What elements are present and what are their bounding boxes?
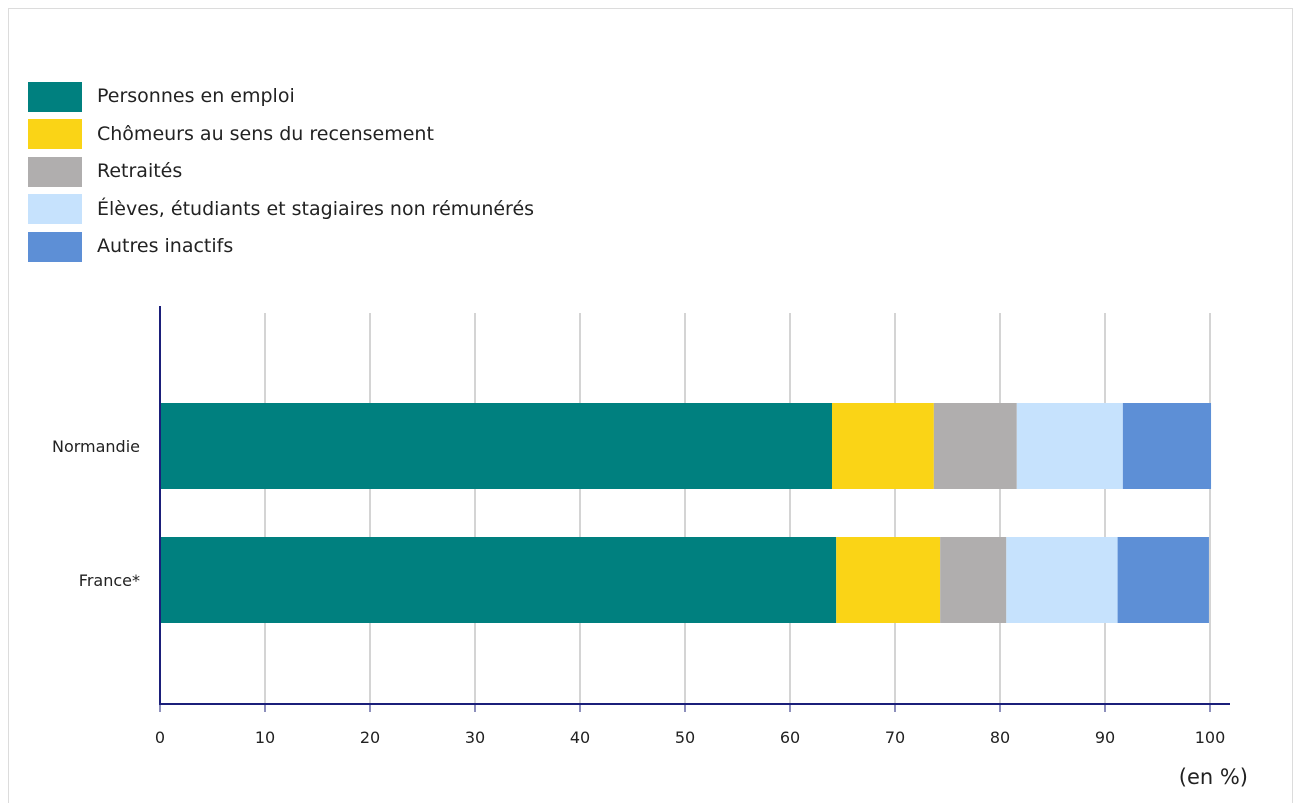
x-tick-label: 60 — [780, 728, 800, 747]
category-label: France* — [79, 571, 140, 590]
labels: 0 10 20 30 40 50 60 70 80 90 100 Normandie France* — [52, 437, 1225, 747]
legend-item-autres-inactifs: Autres inactifs — [28, 228, 534, 266]
axes — [159, 306, 1230, 705]
category-label: Normandie — [52, 437, 140, 456]
legend-label: Retraités — [97, 160, 183, 183]
bar-normandie-retraites — [933, 403, 1017, 489]
legend: Personnes en emploi Chômeurs au sens du r… — [28, 78, 534, 266]
legend-label: Personnes en emploi — [97, 85, 295, 108]
x-tick-label: 80 — [990, 728, 1010, 747]
legend-swatch — [28, 231, 82, 262]
legend-item-personnes-en-emploi: Personnes en emploi — [28, 78, 534, 116]
x-tick-label: 0 — [155, 728, 165, 747]
chart-frame — [8, 8, 1293, 803]
x-tick-label: 20 — [360, 728, 380, 747]
bar-france-eleves-etudiants-et-stagiaires-non-remuneres — [1006, 537, 1118, 623]
bar-france-personnes-en-emploi — [160, 537, 837, 623]
legend-swatch — [28, 156, 82, 187]
legend-label: Élèves, étudiants et stagiaires non rému… — [97, 197, 535, 220]
bar-france-retraites — [940, 537, 1007, 623]
legend-item-retraites: Retraités — [28, 153, 534, 191]
x-tick-label: 30 — [465, 728, 485, 747]
gridlines — [159, 313, 1211, 712]
x-tick-label: 10 — [255, 728, 275, 747]
bar-france-autres-inactifs — [1117, 537, 1209, 623]
bar-normandie-eleves-etudiants-et-stagiaires-non-remuneres — [1016, 403, 1123, 489]
legend-swatch — [28, 119, 82, 150]
legend-item-eleves-etudiants-et-stagiaires-non-remuneres: Élèves, étudiants et stagiaires non rému… — [28, 191, 534, 229]
legend-label: Chômeurs au sens du recensement — [97, 122, 434, 145]
x-tick-label: 50 — [675, 728, 695, 747]
x-tick-label: 40 — [570, 728, 590, 747]
legend-swatch — [28, 194, 82, 225]
legend-label: Autres inactifs — [97, 235, 234, 258]
bars — [160, 403, 1212, 623]
bar-normandie-personnes-en-emploi — [160, 403, 832, 489]
bar-normandie-autres-inactifs — [1122, 403, 1212, 489]
unit-label: (en %) — [1179, 765, 1248, 789]
x-tick-label: 90 — [1095, 728, 1115, 747]
bar-france-chomeurs-au-sens-du-recensement — [836, 537, 941, 623]
x-tick-label: 70 — [885, 728, 905, 747]
legend-swatch — [28, 81, 82, 112]
bar-normandie-chomeurs-au-sens-du-recensement — [832, 403, 934, 489]
legend-item-chomeurs-au-sens-du-recensement: Chômeurs au sens du recensement — [28, 116, 534, 154]
x-tick-label: 100 — [1195, 728, 1226, 747]
